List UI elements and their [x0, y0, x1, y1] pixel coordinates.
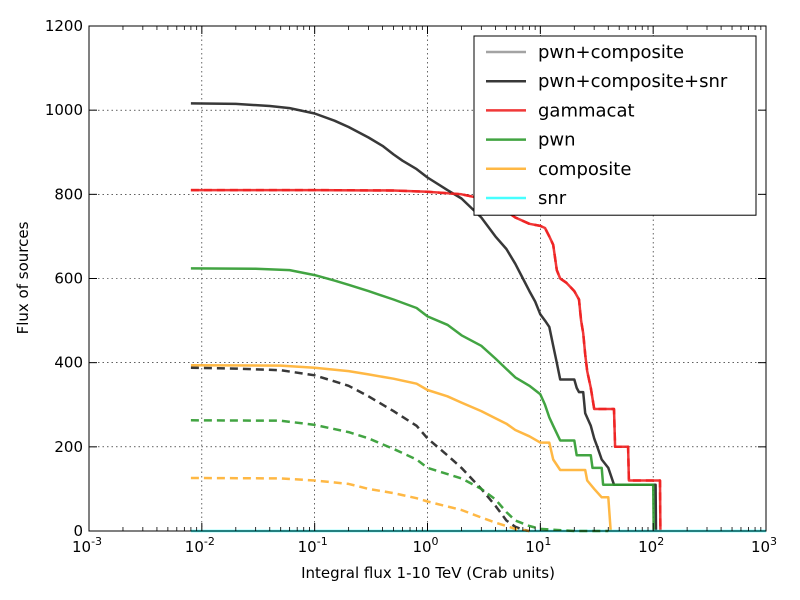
legend: pwn+composite pwn+composite+snr gammacat pw… — [473, 35, 757, 216]
x-tick-label: 102 — [638, 535, 664, 556]
x-tick-label: 101 — [525, 535, 551, 556]
grid-lines — [89, 26, 766, 531]
series-line-composite-dashed — [190, 476, 530, 533]
x-tick-label: 10-3 — [72, 535, 102, 556]
y-tick-label: 400 — [54, 354, 83, 372]
x-tick-label: 10-2 — [185, 535, 215, 556]
series-line-gammacat-dashed — [190, 188, 662, 532]
series-line-composite — [190, 363, 612, 532]
series-line-pwn-dashed — [190, 419, 609, 533]
y-tick-label: 1200 — [45, 17, 83, 35]
x-tick-labels: 10-3 10-2 10-1 100 101 102 103 — [72, 535, 777, 556]
legend-label-pwn-composite-snr: pwn+composite+snr — [538, 71, 728, 92]
x-axis-label: Integral flux 1-10 TeV (Crab units) — [301, 564, 555, 582]
y-tick-label: 1000 — [45, 101, 83, 119]
legend-label-gammacat: gammacat — [538, 100, 635, 121]
y-tick-label: 200 — [54, 438, 83, 456]
y-axis-label: Flux of sources — [14, 221, 32, 334]
legend-label-pwn-composite: pwn+composite — [538, 42, 684, 63]
x-tick-label: 10-1 — [298, 535, 328, 556]
legend-box — [473, 35, 757, 216]
x-tick-label: 103 — [751, 535, 777, 556]
legend-label-pwn: pwn — [538, 130, 576, 151]
plot-frame — [88, 25, 767, 532]
y-tick-label: 800 — [54, 185, 83, 203]
series-line-pwn — [190, 267, 655, 532]
legend-label-snr: snr — [538, 188, 567, 209]
y-tick-label: 600 — [54, 270, 83, 288]
x-tick-label: 100 — [412, 535, 438, 556]
legend-label-composite: composite — [538, 159, 631, 180]
y-tick-label: 0 — [73, 522, 83, 540]
series-line-pwn-composite-snr — [190, 102, 658, 532]
y-tick-labels: 0 200 400 600 800 1000 1200 — [45, 17, 83, 540]
